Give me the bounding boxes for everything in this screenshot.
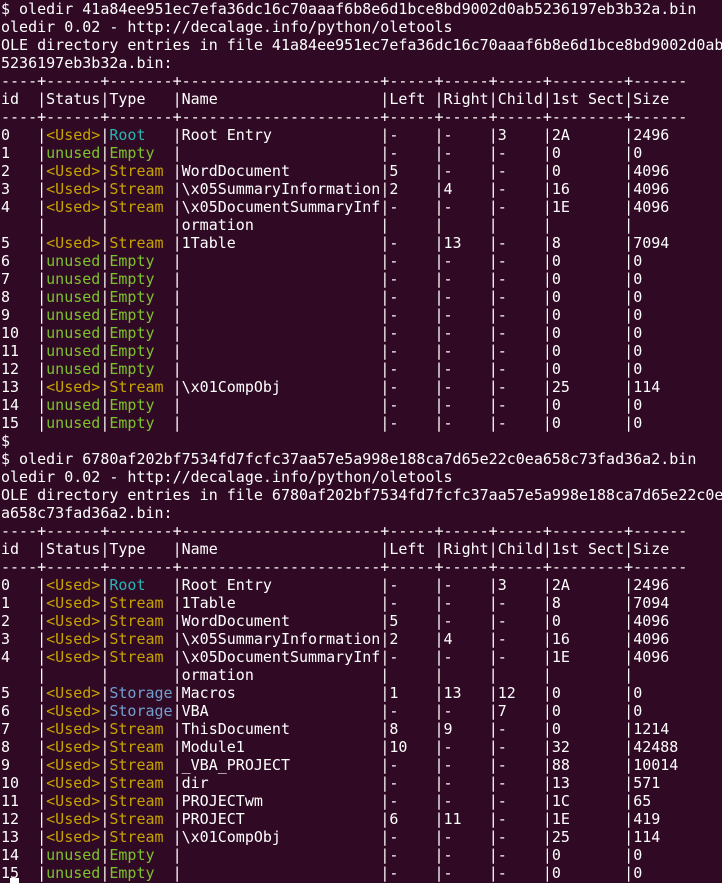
table-row: 10 |unused|Empty | |- |- |- |0 |0 (1, 324, 643, 342)
table-row: 13 |<Used>|Stream |\x01CompObj |- |- |- … (1, 378, 661, 396)
table-row: 4 |<Used>|Stream |\x05DocumentSummaryInf… (1, 648, 670, 666)
table-row: 12 |<Used>|Stream |PROJECT |6 |11 |- |1E… (1, 810, 661, 828)
table-row: 11 |unused|Empty | |- |- |- |0 |0 (1, 342, 643, 360)
table-row: 14 |unused|Empty | |- |- |- |0 |0 (1, 396, 643, 414)
table-row: 7 |<Used>|Stream |ThisDocument |8 |9 |- … (1, 720, 670, 738)
table-row-continuation: | | |ormation | | | | | (1, 216, 634, 234)
table-row: 9 |unused|Empty | |- |- |- |0 |0 (1, 306, 643, 324)
table-row: 13 |<Used>|Stream |\x01CompObj |- |- |- … (1, 828, 661, 846)
table-row: 6 |unused|Empty | |- |- |- |0 |0 (1, 252, 643, 270)
file-info-line: a658c73fad36a2.bin: (1, 504, 173, 522)
prompt-line: $ (1, 432, 11, 450)
table-row: 5 |<Used>|Storage|Macros |1 |13 |12 |0 |… (1, 684, 643, 702)
table-row: 6 |<Used>|Storage|VBA |- |- |7 |0 |0 (1, 702, 643, 720)
table-row: 5 |<Used>|Stream |1Table |- |13 |- |8 |7… (1, 234, 670, 252)
table-row: 15 |unused|Empty | |- |- |- |0 |0 (1, 864, 643, 882)
table-row: 8 |unused|Empty | |- |- |- |0 |0 (1, 288, 643, 306)
table-header: id |Status|Type |Name |Left |Right|Child… (1, 90, 688, 108)
table-row: 3 |<Used>|Stream |\x05SummaryInformation… (1, 630, 670, 648)
table-row: 1 |<Used>|Stream |1Table |- |- |- |8 |70… (1, 594, 670, 612)
table-separator: ----+------+-------+--------------------… (1, 108, 688, 126)
table-row: 1 |unused|Empty | |- |- |- |0 |0 (1, 144, 643, 162)
command-line: $ oledir 6780af202bf7534fd7fcfc37aa57e5a… (1, 450, 697, 468)
table-row: 0 |<Used>|Root |Root Entry |- |- |3 |2A … (1, 126, 670, 144)
table-header: id |Status|Type |Name |Left |Right|Child… (1, 540, 688, 558)
table-row: 0 |<Used>|Root |Root Entry |- |- |3 |2A … (1, 576, 670, 594)
table-separator: ----+------+-------+--------------------… (1, 72, 688, 90)
table-row: 10 |<Used>|Stream |dir |- |- |- |13 |571 (1, 774, 661, 792)
table-row-continuation: | | |ormation | | | | | (1, 666, 634, 684)
version-line: oledir 0.02 - http://decalage.info/pytho… (1, 18, 453, 36)
table-row: 9 |<Used>|Stream |_VBA_PROJECT |- |- |- … (1, 756, 679, 774)
file-info-line: OLE directory entries in file 6780af202b… (1, 486, 722, 504)
command-line: $ oledir 41a84ee951ec7efa36dc16c70aaaf6b… (1, 0, 697, 18)
file-info-line: OLE directory entries in file 41a84ee951… (1, 36, 722, 54)
version-line: oledir 0.02 - http://decalage.info/pytho… (1, 468, 453, 486)
table-row: 14 |unused|Empty | |- |- |- |0 |0 (1, 846, 643, 864)
table-row: 12 |unused|Empty | |- |- |- |0 |0 (1, 360, 643, 378)
table-row: 2 |<Used>|Stream |WordDocument |5 |- |- … (1, 612, 670, 630)
table-row: 11 |<Used>|Stream |PROJECTwm |- |- |- |1… (1, 792, 652, 810)
terminal-cursor (10, 878, 19, 883)
table-row: 15 |unused|Empty | |- |- |- |0 |0 (1, 414, 643, 432)
table-separator: ----+------+-------+--------------------… (1, 558, 688, 576)
table-row: 4 |<Used>|Stream |\x05DocumentSummaryInf… (1, 198, 670, 216)
table-row: 2 |<Used>|Stream |WordDocument |5 |- |- … (1, 162, 670, 180)
file-info-line: 5236197eb3b32a.bin: (1, 54, 173, 72)
table-separator: ----+------+-------+--------------------… (1, 522, 688, 540)
table-row: 7 |unused|Empty | |- |- |- |0 |0 (1, 270, 643, 288)
table-row: 8 |<Used>|Stream |Module1 |10 |- |- |32 … (1, 738, 679, 756)
table-row: 3 |<Used>|Stream |\x05SummaryInformation… (1, 180, 670, 198)
